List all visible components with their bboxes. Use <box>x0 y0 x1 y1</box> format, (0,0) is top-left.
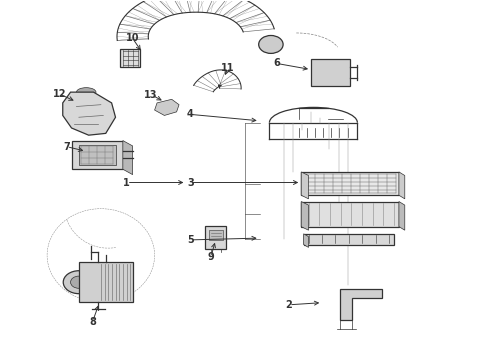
Circle shape <box>318 62 343 80</box>
Polygon shape <box>301 172 309 199</box>
Text: 13: 13 <box>145 90 158 100</box>
Circle shape <box>71 276 87 288</box>
Text: 7: 7 <box>63 141 70 152</box>
Circle shape <box>368 292 375 297</box>
Polygon shape <box>399 172 405 199</box>
Text: 8: 8 <box>89 317 96 327</box>
Polygon shape <box>121 49 140 67</box>
Polygon shape <box>311 59 350 86</box>
Polygon shape <box>399 202 405 230</box>
Polygon shape <box>304 234 309 247</box>
Text: 11: 11 <box>221 63 235 73</box>
Polygon shape <box>205 226 226 249</box>
Polygon shape <box>155 99 179 116</box>
Text: 4: 4 <box>187 109 194 120</box>
Polygon shape <box>79 145 116 165</box>
Text: 5: 5 <box>187 235 194 245</box>
Text: 1: 1 <box>123 177 130 188</box>
Circle shape <box>259 36 283 53</box>
Polygon shape <box>209 230 222 239</box>
Polygon shape <box>79 262 133 302</box>
Polygon shape <box>304 234 394 244</box>
Text: 2: 2 <box>286 300 293 310</box>
Polygon shape <box>123 140 133 175</box>
Circle shape <box>164 104 174 111</box>
Text: 12: 12 <box>52 89 66 99</box>
Ellipse shape <box>76 87 96 96</box>
Polygon shape <box>301 202 399 226</box>
Circle shape <box>343 310 349 315</box>
Polygon shape <box>301 202 309 230</box>
Circle shape <box>325 66 336 75</box>
Polygon shape <box>72 140 123 169</box>
Polygon shape <box>63 92 116 135</box>
Polygon shape <box>301 172 399 195</box>
Text: 6: 6 <box>273 58 280 68</box>
Text: 9: 9 <box>207 252 214 262</box>
Text: 10: 10 <box>126 33 139 43</box>
Circle shape <box>63 271 95 294</box>
Polygon shape <box>340 289 382 320</box>
Text: 3: 3 <box>187 177 194 188</box>
